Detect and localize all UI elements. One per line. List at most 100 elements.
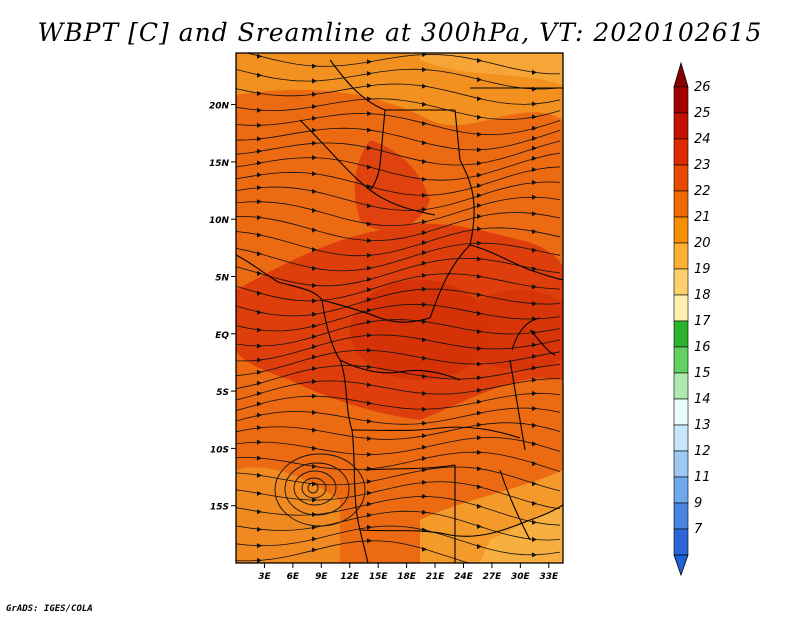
streamline-arrow (477, 399, 482, 405)
streamline-arrow (257, 472, 262, 478)
streamline-arrow (532, 501, 537, 507)
streamline-arrow (257, 357, 262, 363)
streamline-arrow (367, 145, 372, 151)
colorbar-segment (673, 86, 689, 114)
streamline (236, 510, 561, 541)
colorbar-segment (673, 294, 689, 322)
streamline-arrow (312, 208, 317, 214)
streamline-arrow (422, 286, 427, 292)
lon-tick-label: 24E (454, 572, 474, 582)
streamline-arrow (367, 501, 372, 507)
cyclone-spiral (274, 453, 366, 527)
streamline-arrow (532, 390, 537, 396)
streamline-arrow (532, 566, 537, 571)
wbpt-field-sahel-patch (354, 140, 430, 231)
streamline-arrow (367, 111, 372, 117)
streamline (236, 422, 561, 440)
streamline (236, 83, 561, 105)
streamline-arrow (367, 127, 372, 133)
streamline-arrow (477, 311, 482, 317)
streamline-arrow (532, 266, 537, 272)
streamline-arrow (257, 72, 262, 78)
streamline-arrow (422, 444, 427, 450)
colorbar-label: 15 (694, 366, 711, 381)
streamline-arrow (477, 361, 482, 367)
streamline-arrow (532, 167, 537, 173)
streamline-arrow (532, 353, 537, 359)
streamline-arrow (532, 377, 537, 383)
colorbar-segment (673, 424, 689, 452)
streamline-arrow (422, 355, 427, 361)
streamline-arrow (367, 221, 372, 227)
streamline-arrow (477, 484, 482, 490)
streamline-arrow (477, 77, 482, 83)
streamline-arrow (257, 122, 262, 128)
lon-tick-label: 9E (315, 572, 328, 582)
streamline-arrow (257, 53, 262, 59)
lon-tick-label: 18E (397, 572, 417, 582)
streamline-arrow (367, 524, 372, 530)
streamline-arrow (422, 420, 427, 426)
streamline-arrow (532, 284, 537, 290)
streamline-arrow (422, 455, 427, 461)
streamline-arrow (532, 69, 537, 75)
colorbar-top-arrow (673, 61, 689, 88)
lon-tick-label: 3E (258, 572, 271, 582)
colorbar-label: 11 (694, 470, 711, 485)
streamline-arrow (367, 479, 372, 485)
longitude-axis: 3E 6E 9E 12E 15E 18E 21E 24E 27E 30E 33E (258, 563, 559, 582)
streamline-arrow (367, 332, 372, 338)
streamline-arrow (532, 537, 537, 543)
map-boundaries (236, 59, 563, 563)
streamline-arrow (532, 247, 537, 253)
wbpt-field-east-patch (460, 290, 563, 370)
streamline-arrow (312, 427, 317, 433)
streamline-arrow (257, 343, 262, 349)
streamline (236, 496, 561, 526)
streamline-arrow (532, 229, 537, 235)
streamline-arrow (312, 91, 317, 97)
streamline-arrow (422, 373, 427, 379)
streamline-arrow (312, 247, 317, 253)
streamline-arrow (257, 455, 262, 461)
streamline-arrow (477, 375, 482, 381)
streamline-arrow (477, 96, 482, 102)
streamline-arrow (312, 536, 317, 542)
grads-credit: GrADS: IGES/COLA (6, 604, 93, 614)
streamline-arrow (477, 172, 482, 178)
streamline-arrow (257, 509, 262, 515)
colorbar-label: 7 (694, 522, 703, 537)
streamline (236, 288, 561, 317)
streamline-arrow (312, 393, 317, 399)
colorbar-segment (673, 398, 689, 426)
streamline-arrow (532, 422, 537, 428)
streamline-arrow (477, 524, 482, 530)
streamline-arrow (532, 125, 537, 131)
colorbar-label: 26 (694, 80, 711, 95)
streamline-arrow (532, 481, 537, 487)
streamline-arrow (532, 301, 537, 307)
streamline-arrow (422, 509, 427, 515)
lat-tick-label: 20N (209, 102, 230, 112)
streamline-arrow (422, 53, 427, 58)
streamline-arrow (257, 557, 262, 563)
streamline (236, 407, 561, 425)
streamline-arrow (312, 334, 317, 340)
colorbar-segment (673, 268, 689, 296)
streamline-arrow (312, 323, 317, 329)
colorbar-label: 25 (694, 106, 711, 121)
streamline-arrow (477, 292, 482, 298)
lat-tick-label: 10S (210, 445, 229, 455)
streamline-arrow (367, 59, 372, 65)
streamline-arrow (532, 155, 537, 161)
streamline-arrow (422, 493, 427, 499)
streamline-arrow (367, 538, 372, 544)
colorbar-label: 21 (694, 210, 711, 225)
streamline (236, 466, 561, 492)
streamline-arrow (532, 519, 537, 525)
streamline-arrow (257, 412, 262, 418)
streamline-arrow (477, 131, 482, 137)
lat-tick-label: 15S (210, 503, 229, 513)
colorbar-bottom-arrow (673, 554, 689, 577)
